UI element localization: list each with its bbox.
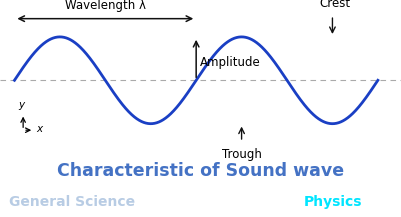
Text: x: x <box>36 124 42 134</box>
Text: Wavelength λ: Wavelength λ <box>65 0 146 12</box>
Text: Trough: Trough <box>222 148 261 161</box>
Text: Characteristic of Sound wave: Characteristic of Sound wave <box>57 163 344 180</box>
Text: Physics: Physics <box>304 195 362 209</box>
Text: y: y <box>18 100 25 110</box>
Text: General Science: General Science <box>9 195 135 209</box>
Text: Amplitude: Amplitude <box>200 56 260 69</box>
Text: Crest: Crest <box>320 0 351 10</box>
